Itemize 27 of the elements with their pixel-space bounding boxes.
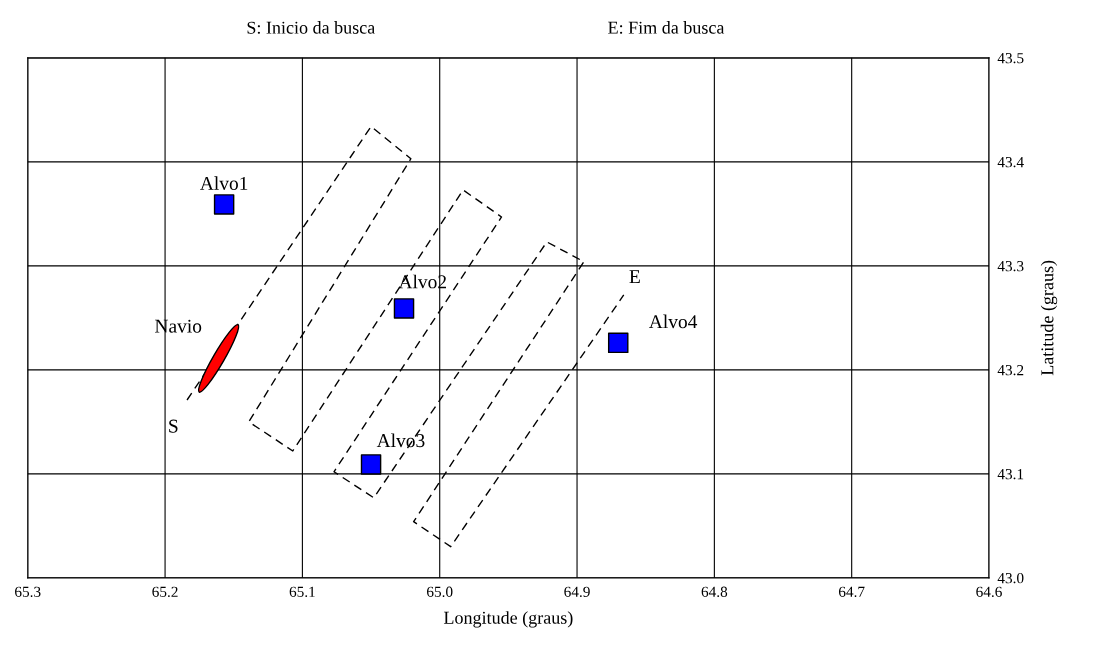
annotation: E (629, 270, 640, 283)
annotation: S (169, 419, 178, 433)
point (360, 454, 382, 475)
text: E: Fim da busca (608, 21, 725, 34)
x-axis-title: Longitude (graus) (443, 611, 573, 628)
y-axis-title: Latitude (graus) (1040, 260, 1058, 376)
y-tick-label: 43.4 (997, 157, 1024, 168)
y-tick-label: 43.2 (997, 365, 1024, 376)
x-tick-label: 65.0 (427, 586, 453, 597)
x-tick-label: 65.2 (152, 586, 178, 597)
y-tick-label: 43.0 (997, 572, 1024, 584)
annotation: Alvo3 (376, 433, 425, 448)
x-tick-label: 64.6 (976, 586, 1002, 597)
point (213, 194, 235, 215)
y-tick-label: 43.5 (997, 53, 1024, 64)
annotation: Alvo4 (648, 314, 698, 329)
x-tick-label: 64.9 (564, 586, 590, 597)
y-tick-label: 43.1 (997, 469, 1024, 480)
y-tick-label: 43.3 (997, 261, 1024, 272)
x-tick-label: 65.3 (15, 586, 41, 597)
x-tick-label: 64.7 (838, 586, 865, 597)
point (607, 332, 629, 354)
annotation: Alvo1 (200, 176, 248, 190)
x-tick-label: 64.8 (701, 586, 728, 597)
point (393, 298, 415, 319)
x-tick-label: 65.1 (289, 586, 315, 597)
text: S: Inicio da busca (247, 21, 375, 34)
